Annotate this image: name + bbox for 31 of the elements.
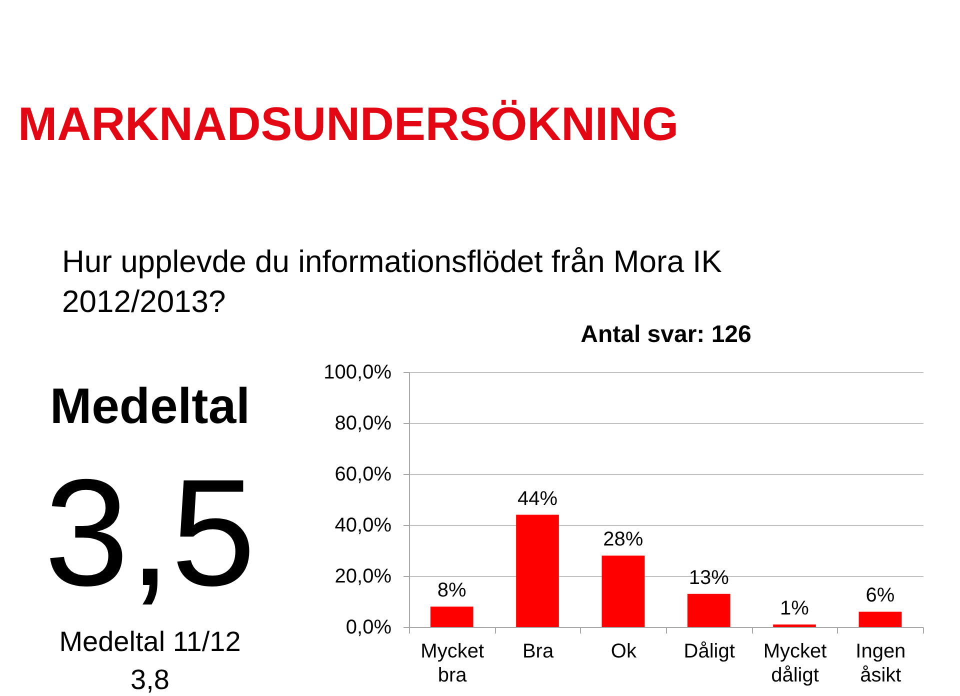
text: Medeltal xyxy=(50,378,250,434)
x-tick-label: Bra xyxy=(522,640,554,662)
bar xyxy=(602,556,645,627)
y-tick-label: 60,0% xyxy=(334,464,392,486)
chart-title: Hur upplevde du informationsflödet från Mora IK 2012/2013? xyxy=(62,244,722,319)
bar xyxy=(858,612,902,627)
y-tick-label: 40,0% xyxy=(334,514,392,536)
bar xyxy=(687,594,730,627)
text: 3,5 xyxy=(44,448,256,618)
y-tick-label: 80,0% xyxy=(334,412,392,434)
text: MARKNADSUNDERSÖKNING xyxy=(18,97,679,150)
data-label: 1% xyxy=(780,597,810,620)
y-tick-label: 100,0% xyxy=(324,362,392,384)
x-tick-label: Ok xyxy=(610,640,638,662)
bar xyxy=(430,606,474,627)
x-tick-label: Mycket bra xyxy=(420,640,484,686)
y-tick-label: 20,0% xyxy=(334,566,392,588)
data-label: 28% xyxy=(603,528,644,551)
chart-subtitle: Antal svar: 126 xyxy=(580,321,752,348)
x-tick-label: Ingen åsikt xyxy=(856,640,906,686)
x-tick-label: Dåligt xyxy=(684,640,736,662)
data-label: 8% xyxy=(437,580,467,602)
bar xyxy=(773,624,816,627)
y-tick-label: 0,0% xyxy=(346,616,392,638)
text: Medeltal 11/12 xyxy=(59,626,241,657)
data-label: 6% xyxy=(866,584,895,607)
bar xyxy=(516,514,559,627)
text: 3,8 xyxy=(130,664,170,695)
data-label: 13% xyxy=(688,566,730,589)
data-label: 44% xyxy=(517,488,558,510)
x-tick-label: Mycket dåligt xyxy=(763,640,828,686)
